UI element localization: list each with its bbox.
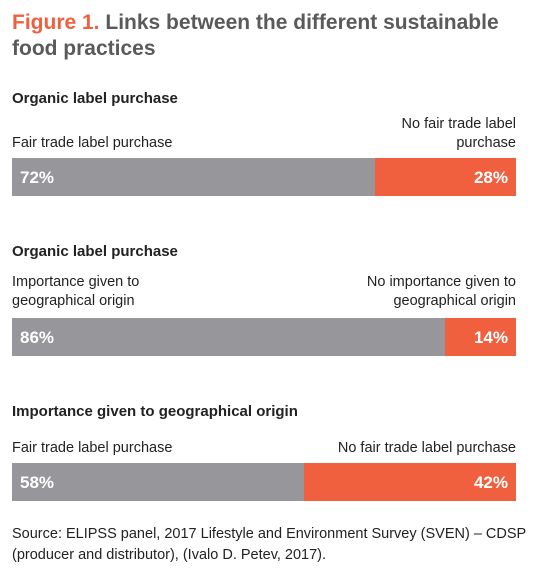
bar-segment-b <box>375 158 516 196</box>
segment-a-label: Fair trade label purchase <box>12 135 173 151</box>
figure-label: Figure 1. <box>12 11 100 34</box>
segment-b-label: No importance given to geographical orig… <box>366 274 516 309</box>
figure-title: Figure 1. Links between the different su… <box>12 10 532 62</box>
chart-panel-1: Organic label purchase Fair trade label … <box>12 90 516 198</box>
panel-title: Organic label purchase <box>12 243 178 260</box>
stacked-bar: 72% 28% <box>12 158 516 196</box>
segment-b-value: 14% <box>473 328 508 347</box>
bar-segment-a <box>12 158 375 196</box>
bar-segment-b <box>304 463 516 501</box>
segment-a-value: 58% <box>20 473 55 492</box>
chart-panel-3: Importance given to geographical origin … <box>12 403 516 503</box>
chart-panel-2: Organic label purchase Importance given … <box>12 243 516 359</box>
segment-b-label: No fair trade label purchase <box>401 116 516 151</box>
segment-a-value: 72% <box>20 168 55 187</box>
segment-b-value: 28% <box>473 168 508 187</box>
stacked-bar: 58% 42% <box>12 463 516 501</box>
segment-a-label: Fair trade label purchase <box>12 440 173 456</box>
bar-segment-a <box>12 463 304 501</box>
bar-segment-a <box>12 318 445 356</box>
bar-segment-b <box>445 318 516 356</box>
figure-title-text: Links between the different sustainable … <box>12 11 499 60</box>
segment-a-value: 86% <box>20 328 55 347</box>
segment-b-value: 42% <box>473 473 508 492</box>
segment-a-label: Importance given to geographical origin <box>12 274 140 309</box>
segment-b-label: No fair trade label purchase <box>337 440 516 456</box>
source-note: Source: ELIPSS panel, 2017 Lifestyle and… <box>12 526 526 563</box>
stacked-bar: 86% 14% <box>12 318 516 356</box>
panel-title: Importance given to geographical origin <box>12 403 298 420</box>
panel-title: Organic label purchase <box>12 90 178 107</box>
